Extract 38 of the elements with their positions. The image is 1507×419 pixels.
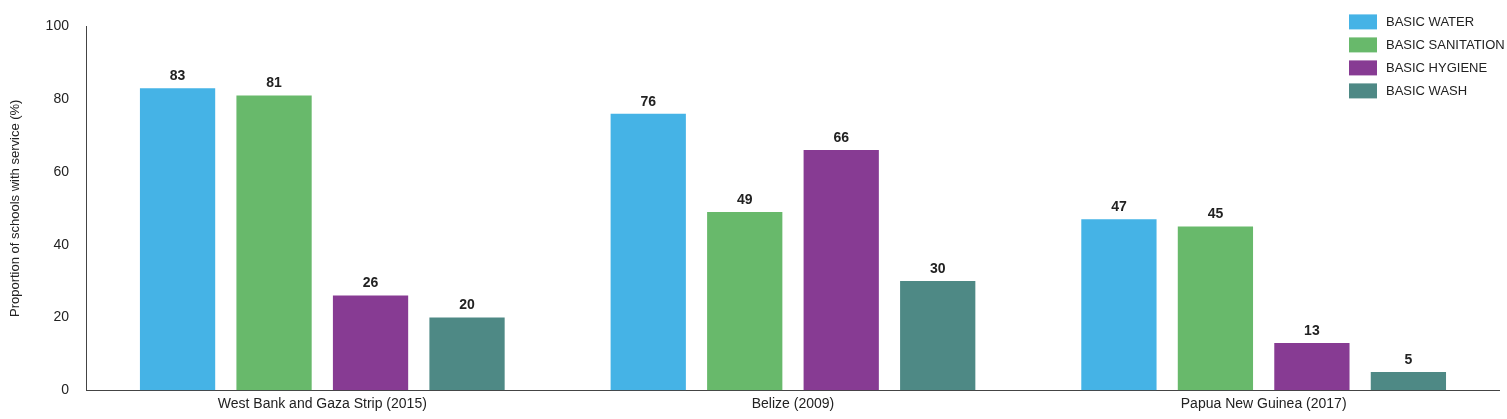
bar <box>1177 226 1254 391</box>
bar <box>332 295 409 391</box>
legend-label: BASIC HYGIENE <box>1386 59 1488 75</box>
bar <box>1274 342 1350 391</box>
bar <box>236 95 312 391</box>
data-label: 83 <box>169 67 186 84</box>
bar <box>707 211 783 391</box>
bar <box>429 317 505 391</box>
data-label: 5 <box>1404 350 1413 367</box>
data-label: 81 <box>266 74 283 91</box>
y-tick-label: 60 <box>53 162 70 179</box>
x-tick-label: Belize (2009) <box>751 395 835 412</box>
x-tick-label: West Bank and Gaza Strip (2015) <box>217 395 427 412</box>
legend-label: BASIC WATER <box>1386 13 1475 29</box>
y-tick-label: 80 <box>53 90 70 107</box>
data-label: 76 <box>640 92 657 109</box>
bar <box>139 88 216 391</box>
data-label: 49 <box>736 190 753 207</box>
data-label: 13 <box>1304 321 1320 338</box>
y-tick-label: 20 <box>53 308 70 325</box>
bar <box>900 281 976 391</box>
legend-label: BASIC SANITATION <box>1386 36 1505 52</box>
bar <box>1081 219 1157 391</box>
bar <box>1370 372 1447 391</box>
data-label: 45 <box>1207 205 1224 222</box>
y-tick-label: 100 <box>45 17 70 34</box>
x-tick-label: Papua New Guinea (2017) <box>1180 395 1347 412</box>
data-label: 47 <box>1111 198 1127 215</box>
data-label: 26 <box>362 274 379 291</box>
data-label: 30 <box>929 259 946 276</box>
data-label: 20 <box>459 296 476 313</box>
bar <box>610 113 686 391</box>
data-label: 66 <box>833 128 850 145</box>
y-tick-label: 40 <box>53 235 70 252</box>
y-tick-label: 0 <box>61 381 70 398</box>
y-axis-title: Proportion of schools with service (%) <box>7 99 23 318</box>
bar <box>803 150 879 391</box>
legend-label: BASIC WASH <box>1386 82 1468 98</box>
